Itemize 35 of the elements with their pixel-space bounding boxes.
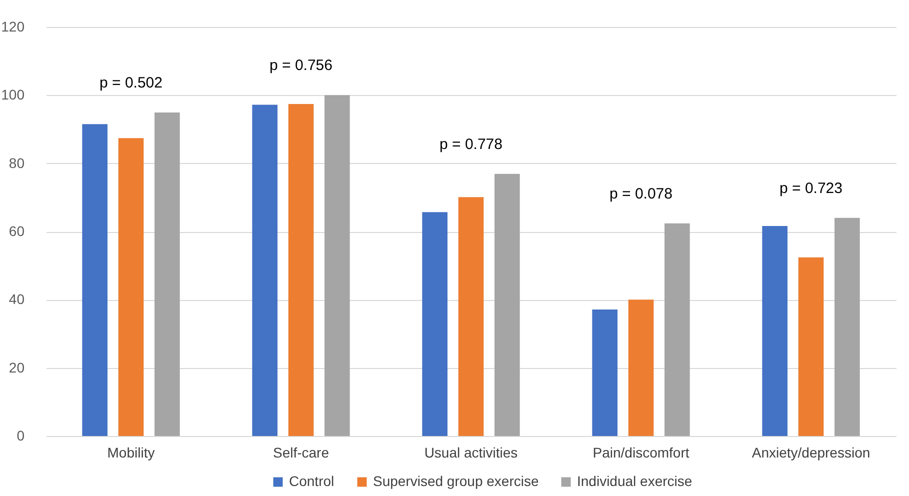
x-tick-label: Pain/discomfort	[592, 444, 690, 460]
y-tick-label: 20	[8, 359, 25, 376]
bar	[324, 95, 350, 436]
bar	[422, 212, 448, 436]
y-tick-label: 0	[16, 428, 25, 444]
bar	[834, 218, 860, 436]
y-tick-label: 100	[1, 86, 25, 103]
bar	[252, 104, 278, 436]
bar	[82, 124, 108, 436]
y-tick-label: 60	[8, 223, 25, 239]
bar	[592, 310, 618, 436]
bar	[118, 138, 144, 436]
bar	[458, 197, 484, 436]
bar	[798, 257, 824, 436]
annotation: p = 0.778	[440, 136, 502, 153]
x-tick-label: Anxiety/depression	[752, 444, 870, 460]
x-tick-label: Self-care	[272, 444, 330, 460]
x-tick-label: Usual activities	[424, 444, 518, 460]
y-tick-label: 120	[1, 18, 25, 34]
y-tick-label: 40	[8, 291, 25, 308]
annotation: p = 0.756	[270, 57, 332, 74]
bar	[494, 174, 520, 436]
y-tick-label: 80	[8, 154, 25, 171]
x-tick-label: Mobility	[107, 444, 155, 460]
annotation: p = 0.723	[780, 180, 842, 197]
annotation: p = 0.502	[100, 74, 162, 92]
bar	[664, 223, 690, 436]
annotation: p = 0.078	[610, 185, 672, 202]
legend-label: Control	[289, 473, 334, 489]
bar	[154, 112, 180, 436]
legend-label: Supervised group exercise	[373, 473, 539, 489]
bar	[628, 300, 654, 436]
legend-label: Individual exercise	[577, 473, 692, 489]
bar	[288, 104, 314, 436]
bar	[762, 226, 788, 436]
